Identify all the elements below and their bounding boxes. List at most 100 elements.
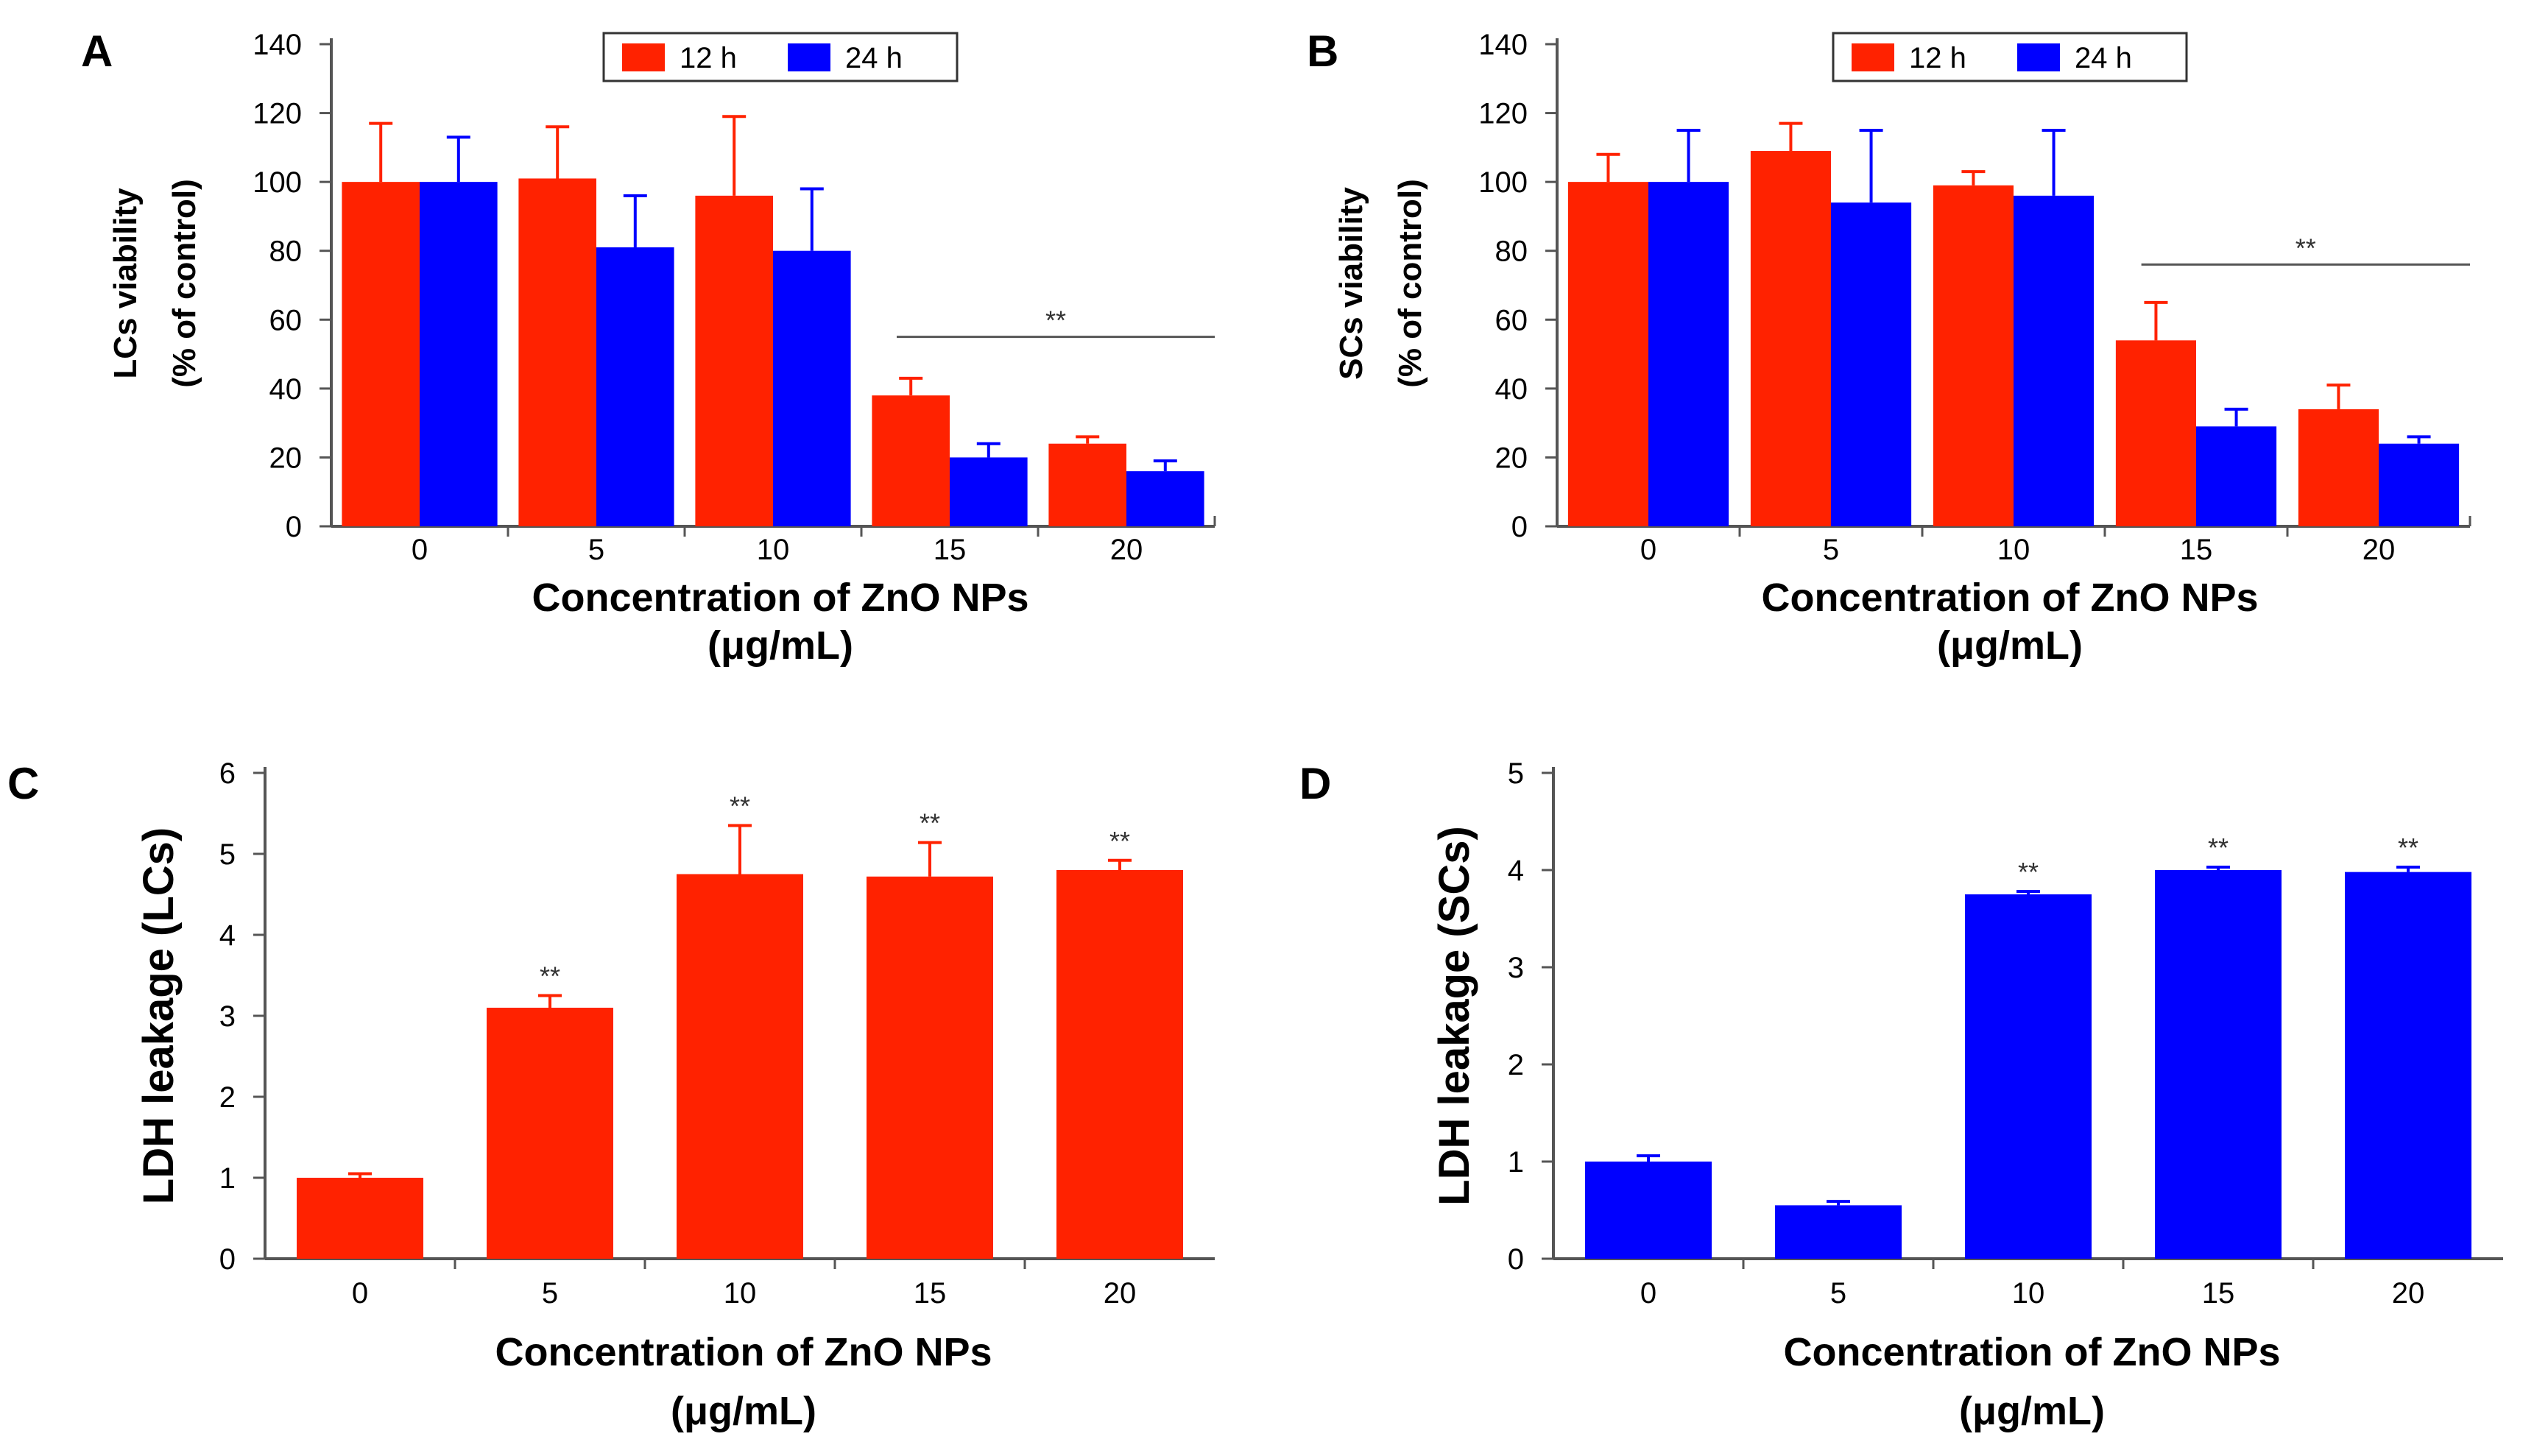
x-tick-label: 20 [1110, 534, 1143, 566]
y-tick-label: 5 [219, 838, 236, 871]
bar [2196, 426, 2277, 526]
x-tick-label: 10 [724, 1277, 757, 1310]
bar [2115, 340, 2196, 526]
y-tick-label: 0 [219, 1243, 236, 1276]
y-tick-label: 2 [219, 1081, 236, 1114]
x-axis-title-unit: (μg/mL) [1937, 623, 2083, 668]
bar [2379, 443, 2460, 526]
bar [420, 182, 498, 526]
x-tick-label: 5 [1830, 1277, 1846, 1310]
y-tick-label: 120 [1478, 98, 1528, 130]
y-tick-label: 80 [1495, 236, 1528, 268]
x-tick-label: 0 [352, 1277, 368, 1310]
y-tick-label: 60 [1495, 304, 1528, 336]
x-tick-label: 10 [757, 534, 790, 566]
bar [2298, 409, 2379, 526]
panel-letter: C [7, 759, 39, 808]
y-tick-label: 5 [1508, 757, 1524, 790]
y-tick-label: 1 [1508, 1146, 1524, 1178]
bar [1585, 1162, 1712, 1259]
bar [695, 195, 773, 526]
bar [487, 1008, 613, 1259]
significance-label: ** [2018, 857, 2039, 887]
y-tick-label: 20 [1495, 442, 1528, 474]
legend-label: 24 h [845, 42, 903, 74]
y-tick-label: 100 [253, 166, 302, 199]
y-tick-label: 0 [1508, 1243, 1524, 1276]
y-axis-title-unit: (% of control) [1392, 179, 1428, 388]
x-axis-title-unit: (μg/mL) [1959, 1389, 2105, 1433]
y-axis-title: LDH leakage (SCs) [1430, 826, 1478, 1206]
panel-letter: B [1307, 26, 1338, 76]
bar [677, 874, 803, 1259]
significance-label: ** [540, 961, 560, 992]
x-axis-title: Concentration of ZnO NPs [1784, 1330, 2281, 1374]
bar [1750, 151, 1831, 527]
panel-letter: D [1299, 759, 1331, 808]
y-tick-label: 4 [1508, 855, 1524, 887]
bar [1048, 443, 1126, 526]
y-axis-title: SCs viability [1333, 187, 1369, 380]
y-tick-label: 20 [269, 442, 303, 474]
panel-b: B 0 20 40 60 80 100 120 140 0 5 10 15 20 ** 12 h 24 h SCs… [1307, 26, 2471, 668]
panel-a: A 0 20 40 60 80 100 120 140 0 5 10 15 20 ** 12 h 24 h LCs… [81, 26, 1216, 668]
y-tick-label: 80 [269, 236, 303, 268]
x-tick-label: 10 [1997, 534, 2030, 566]
y-tick-label: 6 [219, 757, 236, 790]
y-tick-label: 120 [253, 98, 302, 130]
y-tick-label: 100 [1478, 166, 1528, 199]
panel-letter: A [81, 26, 113, 76]
x-tick-label: 15 [2202, 1277, 2235, 1310]
x-tick-label: 5 [542, 1277, 558, 1310]
bar [297, 1178, 423, 1259]
bar [1831, 202, 1912, 526]
bar [1648, 182, 1729, 526]
legend-label: 12 h [680, 42, 737, 74]
significance-label: ** [730, 791, 750, 821]
y-tick-label: 40 [269, 373, 303, 406]
x-tick-label: 15 [934, 534, 967, 566]
x-tick-label: 15 [914, 1277, 947, 1310]
significance-label: ** [1045, 305, 1066, 336]
significance-label: ** [920, 808, 940, 838]
bar [342, 182, 420, 526]
significance-label: ** [1109, 826, 1130, 856]
y-tick-label: 40 [1495, 373, 1528, 406]
significance-label: ** [2208, 833, 2229, 863]
x-tick-label: 0 [1640, 534, 1656, 566]
bar [872, 395, 950, 526]
y-tick-label: 0 [1511, 511, 1528, 543]
y-axis-title: LDH leakage (LCs) [135, 827, 183, 1204]
x-tick-label: 0 [412, 534, 428, 566]
panel-d: D 0 1 2 3 4 5 0 5 10 15 20 ** ** ** LDH leakage (SCs) Co… [1299, 757, 2503, 1433]
y-tick-label: 140 [253, 29, 302, 61]
significance-label: ** [2296, 233, 2316, 263]
y-tick-label: 2 [1508, 1049, 1524, 1081]
x-tick-label: 20 [2363, 534, 2396, 566]
x-tick-label: 20 [1104, 1277, 1137, 1310]
x-axis-title: Concentration of ZnO NPs [1762, 576, 2259, 620]
x-axis-title-unit: (μg/mL) [708, 623, 853, 668]
bar [950, 457, 1028, 526]
legend-swatch [1852, 43, 1894, 71]
bar [518, 178, 596, 526]
significance-label: ** [2398, 833, 2418, 863]
x-tick-label: 10 [2012, 1277, 2045, 1310]
bar [1567, 182, 1648, 526]
y-tick-label: 3 [1508, 952, 1524, 984]
legend-swatch [788, 43, 830, 71]
bar [596, 247, 674, 526]
bar [2155, 870, 2282, 1259]
x-axis-title: Concentration of ZnO NPs [532, 576, 1029, 620]
legend-label: 24 h [2075, 42, 2132, 74]
x-tick-label: 5 [1823, 534, 1839, 566]
y-tick-label: 1 [219, 1162, 236, 1195]
bar [2014, 195, 2095, 526]
legend-swatch [622, 43, 665, 71]
x-axis-title: Concentration of ZnO NPs [495, 1330, 992, 1374]
y-axis-title-unit: (% of control) [166, 179, 202, 388]
panel-c: C 0 1 2 3 4 5 6 0 5 10 15 20 ** ** ** ** LDH leakage (LCs… [7, 757, 1215, 1433]
bar [2345, 872, 2471, 1259]
x-tick-label: 5 [588, 534, 604, 566]
